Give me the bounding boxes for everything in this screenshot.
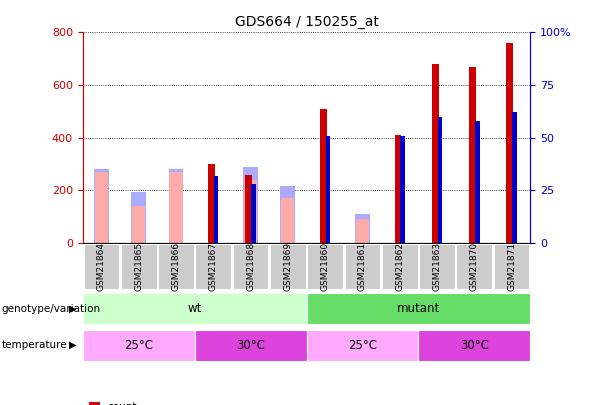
Bar	[233, 244, 268, 289]
Bar	[169, 172, 183, 243]
Bar	[307, 244, 343, 289]
Bar	[432, 64, 438, 243]
Text: GSM21865: GSM21865	[134, 242, 143, 291]
Bar	[469, 66, 476, 243]
Text: ▶: ▶	[69, 304, 76, 314]
Bar	[457, 244, 492, 289]
Text: 25°C: 25°C	[348, 339, 377, 352]
Bar	[512, 113, 517, 243]
Bar	[270, 244, 306, 289]
Bar	[131, 192, 146, 243]
Bar	[355, 213, 370, 243]
Bar	[121, 244, 156, 289]
Text: ▶: ▶	[69, 340, 76, 350]
Bar	[506, 43, 513, 243]
Text: 25°C: 25°C	[124, 339, 153, 352]
Bar	[243, 167, 258, 243]
Bar	[169, 169, 183, 243]
Text: 30°C: 30°C	[460, 339, 489, 352]
Bar	[419, 244, 455, 289]
Bar	[418, 330, 530, 361]
Bar	[214, 176, 218, 243]
Bar	[208, 164, 215, 243]
Bar	[320, 109, 327, 243]
Text: temperature: temperature	[1, 340, 67, 350]
Text: GSM21870: GSM21870	[470, 242, 479, 291]
Text: GSM21860: GSM21860	[321, 242, 330, 291]
Bar	[306, 330, 418, 361]
Bar	[244, 180, 257, 243]
Bar	[356, 220, 369, 243]
Text: GSM21869: GSM21869	[283, 242, 292, 291]
Bar	[132, 206, 145, 243]
Bar	[83, 330, 195, 361]
Bar	[195, 330, 306, 361]
Bar	[345, 244, 380, 289]
Text: GSM21866: GSM21866	[172, 242, 180, 291]
Text: 30°C: 30°C	[236, 339, 265, 352]
Text: GSM21862: GSM21862	[395, 242, 404, 291]
Bar	[83, 244, 120, 289]
Text: count: count	[107, 402, 137, 405]
Bar	[94, 169, 109, 243]
Title: GDS664 / 150255_at: GDS664 / 150255_at	[235, 15, 378, 29]
Bar	[281, 198, 294, 243]
Bar	[382, 244, 417, 289]
Text: GSM21867: GSM21867	[209, 242, 218, 291]
Bar	[475, 121, 479, 243]
Bar	[326, 136, 330, 243]
Text: mutant: mutant	[397, 302, 440, 315]
Bar	[400, 136, 405, 243]
Text: GSM21863: GSM21863	[433, 242, 441, 291]
Bar	[95, 172, 108, 243]
Bar	[251, 184, 256, 243]
Text: GSM21864: GSM21864	[97, 242, 106, 291]
Text: genotype/variation: genotype/variation	[1, 304, 101, 314]
Bar	[493, 244, 530, 289]
Bar	[83, 293, 306, 324]
Bar	[306, 293, 530, 324]
Text: GSM21861: GSM21861	[358, 242, 367, 291]
Text: GSM21871: GSM21871	[507, 242, 516, 291]
Bar	[438, 117, 442, 243]
Text: GSM21868: GSM21868	[246, 242, 255, 291]
Bar	[245, 175, 252, 243]
Bar	[196, 244, 231, 289]
Bar	[395, 135, 402, 243]
Text: wt: wt	[188, 302, 202, 315]
Bar	[280, 186, 295, 243]
Bar	[158, 244, 194, 289]
